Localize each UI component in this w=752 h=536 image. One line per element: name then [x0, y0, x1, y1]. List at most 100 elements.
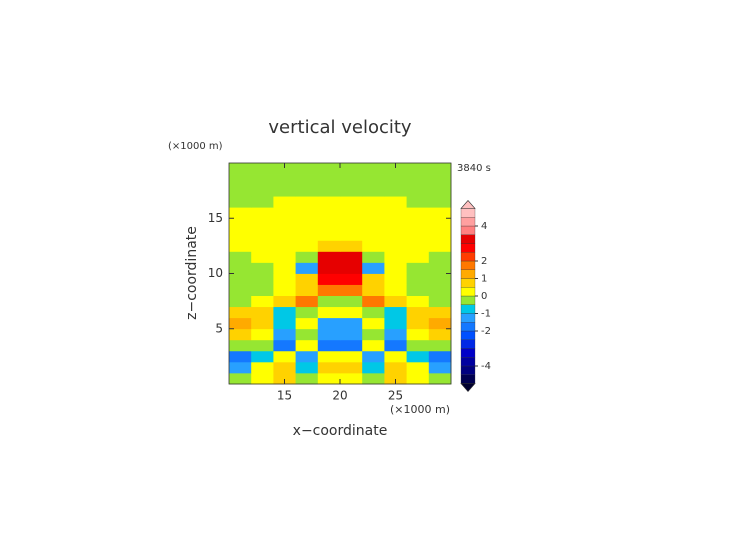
heatmap-cell: [317, 207, 341, 219]
heatmap-cell: [251, 317, 274, 330]
colorbar-segment: [460, 243, 476, 253]
heatmap-cell: [406, 317, 430, 330]
heatmap-cell: [317, 174, 341, 186]
heatmap-cell: [384, 361, 407, 374]
heatmap-cell: [340, 339, 363, 352]
heatmap-cell: [362, 284, 385, 296]
heatmap-cell: [406, 240, 430, 252]
colorbar-tick-label: -1: [481, 309, 491, 320]
heatmap-cell: [428, 273, 452, 285]
heatmap-cell: [251, 306, 274, 319]
heatmap-cell: [340, 361, 363, 374]
heatmap-cell: [384, 328, 407, 341]
heatmap-cell: [317, 229, 341, 241]
heatmap-cell: [406, 185, 430, 197]
heatmap-cell: [317, 240, 341, 252]
colorbar-arrow-bottom: [460, 383, 476, 392]
colorbar-segment: [460, 322, 476, 332]
heatmap-cell: [317, 273, 341, 285]
heatmap-cell: [406, 350, 430, 363]
heatmap-cell: [295, 273, 319, 285]
heatmap-cell: [428, 350, 452, 363]
colorbar-segment: [460, 217, 476, 227]
heatmap-cell: [273, 372, 296, 385]
heatmap-cell: [340, 196, 363, 208]
heatmap-cell: [362, 295, 385, 308]
colorbar-segment: [460, 295, 476, 305]
heatmap-cell: [340, 262, 363, 274]
y-tick-label: 10: [208, 266, 223, 280]
heatmap-cell: [362, 350, 385, 363]
colorbar-segment: [460, 269, 476, 279]
colorbar-segment: [460, 252, 476, 262]
heatmap-cell: [229, 317, 252, 330]
heatmap-cell: [317, 262, 341, 274]
heatmap-cell: [229, 372, 252, 385]
heatmap-cell: [362, 229, 385, 241]
heatmap-cell: [229, 361, 252, 374]
heatmap-cell: [251, 240, 274, 252]
heatmap-cell: [251, 229, 274, 241]
heatmap-cell: [406, 207, 430, 219]
heatmap-cell: [317, 339, 341, 352]
heatmap-cell: [229, 284, 252, 296]
heatmap-cell: [273, 339, 296, 352]
x-tick-label: 15: [277, 389, 292, 403]
heatmap-cell: [428, 317, 452, 330]
heatmap-cell: [428, 262, 452, 274]
heatmap-cell: [229, 273, 252, 285]
colorbar-tick-label: 1: [481, 274, 487, 285]
heatmap-cell: [295, 185, 319, 197]
heatmap-cell: [251, 350, 274, 363]
heatmap-cell: [251, 251, 274, 263]
colorbar-segment: [460, 304, 476, 314]
heatmap-cell: [229, 207, 252, 219]
heatmap-cell: [428, 251, 452, 263]
heatmap-cell: [251, 372, 274, 385]
heatmap-cell: [295, 372, 319, 385]
heatmap-cell: [384, 185, 407, 197]
heatmap-cell: [273, 262, 296, 274]
heatmap-cell: [340, 229, 363, 241]
heatmap-cell: [340, 207, 363, 219]
heatmap-cell: [340, 284, 363, 296]
heatmap-cell: [273, 174, 296, 186]
heatmap-cell: [229, 240, 252, 252]
heatmap-cell: [317, 317, 341, 330]
heatmap-cell: [406, 295, 430, 308]
heatmap-cell: [362, 174, 385, 186]
heatmap-cell: [362, 317, 385, 330]
heatmap-cell: [317, 361, 341, 374]
y-tick-label: 15: [208, 211, 223, 225]
heatmap-cell: [362, 240, 385, 252]
heatmap-cell: [362, 262, 385, 274]
colorbar-segment: [460, 278, 476, 288]
heatmap-cell: [428, 306, 452, 319]
heatmap-cell: [406, 273, 430, 285]
colorbar-segment: [460, 287, 476, 297]
heatmap-cell: [229, 339, 252, 352]
heatmap-cell: [340, 350, 363, 363]
colorbar-segment: [460, 374, 476, 384]
colorbar-tick-label: -4: [481, 361, 491, 372]
heatmap-cell: [340, 372, 363, 385]
heatmap-cell: [273, 196, 296, 208]
heatmap-cell: [251, 273, 274, 285]
heatmap-cell: [251, 207, 274, 219]
heatmap-cell: [362, 273, 385, 285]
heatmap-cell: [273, 317, 296, 330]
heatmap-cell: [317, 284, 341, 296]
heatmap-cell: [317, 185, 341, 197]
heatmap-cell: [362, 218, 385, 230]
heatmap-cell: [295, 328, 319, 341]
heatmap-cell: [362, 361, 385, 374]
heatmap-cell: [428, 207, 452, 219]
heatmap-cell: [384, 196, 407, 208]
colorbar-segment: [460, 330, 476, 340]
colorbar-segment: [460, 208, 476, 218]
heatmap-cell: [273, 306, 296, 319]
heatmap-cell: [273, 284, 296, 296]
heatmap-cell: [428, 339, 452, 352]
heatmap-cell: [384, 339, 407, 352]
heatmap-cell: [340, 251, 363, 263]
